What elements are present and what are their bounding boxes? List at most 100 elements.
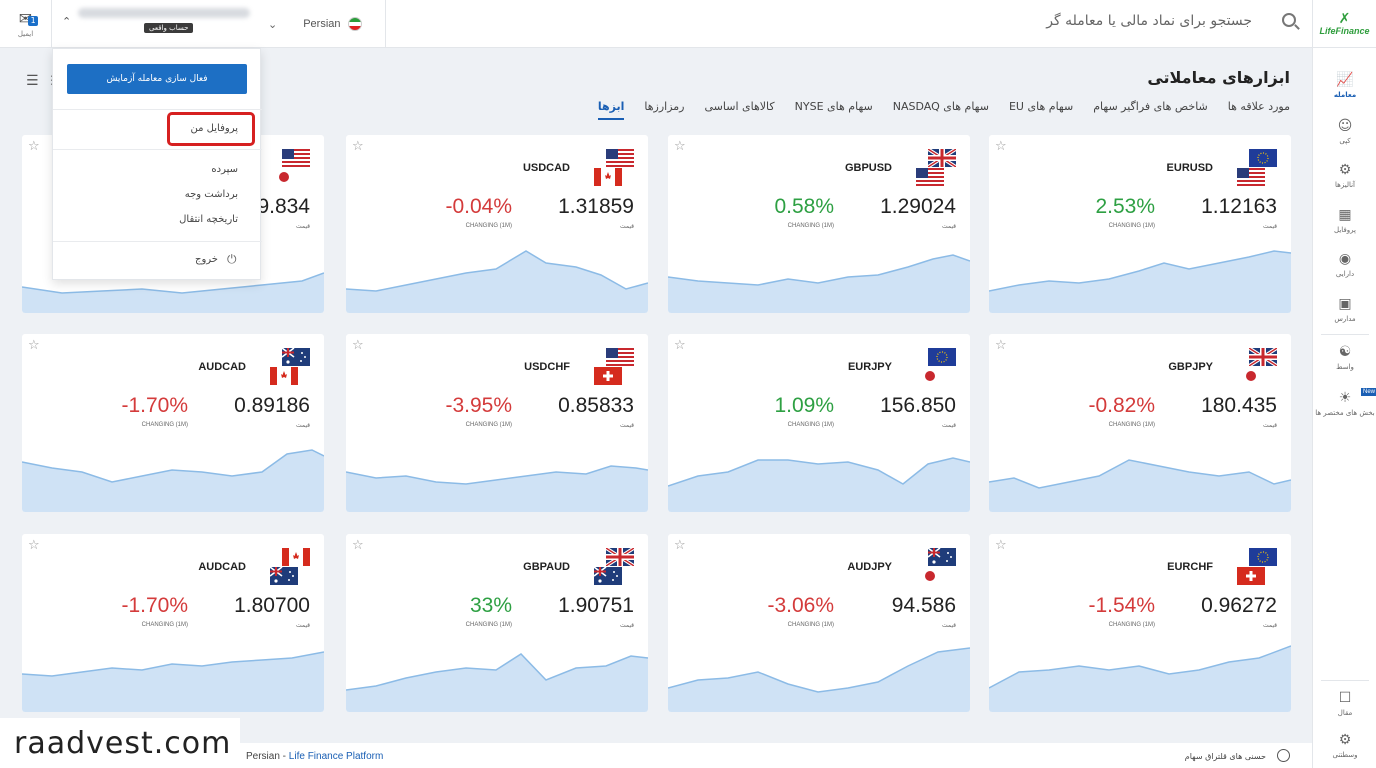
language-selector[interactable]: ⌄ Persian [262, 0, 386, 48]
account-type-badge: حساب واقعی [144, 23, 194, 33]
price-label: قیمت [295, 422, 310, 429]
instrument-card[interactable]: ☆ EURUSD 1.12163 قیمت 2.53% CHANGING (1M) [989, 135, 1291, 313]
menu-item-logout[interactable]: خروج [195, 254, 218, 265]
favorite-star-icon[interactable]: ☆ [352, 139, 364, 154]
tab-indices[interactable]: شاخص های فراگیر سهام [1093, 100, 1208, 113]
instrument-price: 1.80700 [234, 594, 310, 617]
iran-flag-icon [347, 17, 362, 31]
tab-nyse[interactable]: سهام های NYSE [794, 100, 873, 113]
favorite-star-icon[interactable]: ☆ [28, 538, 40, 553]
tab-nasdaq[interactable]: سهام های NASDAQ [892, 100, 989, 113]
instrument-change: 2.53% [1095, 195, 1155, 218]
notifications-button[interactable]: ✉ 1 ایمیل [0, 0, 52, 48]
instrument-card[interactable]: ☆ GBPAUD 1.90751 قیمت 33% CHANGING (1M) [346, 534, 648, 712]
change-label: CHANGING (1M) [465, 223, 512, 229]
sidebar-item-label: مدارس [1334, 315, 1356, 323]
sidebar-item-chat[interactable]: ☐ مقال [1313, 690, 1376, 718]
favorite-star-icon[interactable]: ☆ [674, 538, 686, 553]
instrument-symbol: GBPJPY [1168, 361, 1213, 373]
globe-icon[interactable] [1277, 749, 1290, 762]
sparkline-line [346, 465, 648, 485]
sparkline-line [989, 250, 1291, 292]
instrument-change: -3.06% [767, 594, 834, 617]
instrument-card[interactable]: ☆ USDCHF 0.85833 قیمت -3.95% CHANGING (1M) [346, 334, 648, 512]
handshake-icon: ☯ [1338, 344, 1352, 360]
instrument-price: 180.435 [1201, 394, 1277, 417]
flag-au-icon [269, 566, 298, 585]
instrument-card[interactable]: ☆ EURJPY 156.850 قیمت 1.09% CHANGING (1M) [668, 334, 970, 512]
footer-language[interactable]: Persian [246, 751, 280, 762]
sidebar-item-trade[interactable]: 📈 معامله [1313, 72, 1376, 100]
sidebar-item-settings[interactable]: ⚙ وسطتنی [1313, 732, 1376, 760]
instrument-change: -1.70% [121, 394, 188, 417]
tab-commodities[interactable]: کالاهای اساسی [704, 100, 775, 113]
search-input[interactable]: جستجو برای نماد مالی یا معامله گر [1046, 13, 1252, 29]
new-badge: New [1360, 388, 1376, 396]
sparkline-area [668, 648, 970, 712]
menu-item-profile[interactable]: پروفایل من [190, 123, 238, 134]
account-selector[interactable]: ⌃ حساب واقعی [52, 0, 262, 48]
favorite-star-icon[interactable]: ☆ [674, 338, 686, 353]
sidebar-item-analysis[interactable]: ⚙ آنالیزها [1313, 162, 1376, 190]
instrument-card[interactable]: ☆ EURCHF 0.96272 قیمت -1.54% CHANGING (1M) [989, 534, 1291, 712]
change-label: CHANGING (1M) [1108, 622, 1155, 628]
sidebar-item-assets[interactable]: ◉ دارایی [1313, 251, 1376, 279]
account-dropdown-menu: فعال سازی معامله آزمایش پروفایل من سپرده… [52, 48, 262, 280]
sidebar-item-schools[interactable]: ▣ مدارس [1313, 296, 1376, 324]
price-label: قیمت [941, 422, 956, 429]
sparkline-line [346, 653, 648, 691]
footer-right-text[interactable]: حسنی های قلتراق سهام [1184, 752, 1266, 761]
flag-jp-icon [270, 168, 298, 186]
price-label: قیمت [941, 223, 956, 230]
instrument-change: 33% [469, 594, 512, 617]
sidebar-item-profile[interactable]: ▦ پروفایل [1313, 207, 1376, 235]
sidebar-item-label: مقال [1337, 709, 1353, 717]
menu-item-withdraw[interactable]: برداشت وجه [184, 189, 238, 200]
instrument-card[interactable]: ☆ GBPUSD 1.29024 قیمت 0.58% CHANGING (1M) [668, 135, 970, 313]
instrument-symbol: AUDCAD [198, 561, 246, 573]
instrument-card[interactable]: ☆ AUDJPY 94.586 قیمت -3.06% CHANGING (1M) [668, 534, 970, 712]
sidebar-item-label: کپی [1339, 137, 1351, 145]
favorite-star-icon[interactable]: ☆ [674, 139, 686, 154]
search-icon[interactable] [1282, 13, 1296, 27]
tab-crypto[interactable]: رمزارزها [644, 100, 685, 113]
sparkline-area [989, 460, 1291, 512]
top-bar: ✉ 1 ایمیل ⌃ حساب واقعی ⌄ Persian جستجو بر… [0, 0, 1312, 48]
footer-platform-link[interactable]: Life Finance Platform [288, 751, 384, 762]
sparkline-chart [989, 645, 1291, 712]
favorite-star-icon[interactable]: ☆ [28, 338, 40, 353]
favorite-star-icon[interactable]: ☆ [352, 338, 364, 353]
favorite-star-icon[interactable]: ☆ [995, 139, 1007, 154]
menu-item-deposit[interactable]: سپرده [211, 164, 238, 175]
instrument-symbol: USDCAD [522, 162, 570, 174]
instrument-card[interactable]: ☆ GBPJPY 180.435 قیمت -0.82% CHANGING (1M) [989, 334, 1291, 512]
favorite-star-icon[interactable]: ☆ [352, 538, 364, 553]
instrument-symbol: EURUSD [1166, 162, 1213, 174]
menu-item-transfer-history[interactable]: تاریخچه انتقال [179, 214, 238, 225]
instrument-card[interactable]: ☆ AUDCAD 0.89186 قیمت -1.70% CHANGING (1M) [22, 334, 324, 512]
instrument-card[interactable]: ☆ AUDCAD 1.80700 قیمت -1.70% CHANGING (1M) [22, 534, 324, 712]
gear-icon: ⚙ [1338, 732, 1352, 748]
favorite-star-icon[interactable]: ☆ [995, 538, 1007, 553]
favorite-star-icon[interactable]: ☆ [28, 139, 40, 154]
sparkline-line [346, 250, 648, 292]
change-label: CHANGING (1M) [1108, 422, 1155, 428]
list-view-icon[interactable]: ☰ [26, 73, 39, 89]
favorite-star-icon[interactable]: ☆ [995, 338, 1007, 353]
instrument-card[interactable]: ☆ USDCAD 1.31859 قیمت -0.04% CHANGING (1M) [346, 135, 648, 313]
sidebar-item-label: آنالیزها [1335, 181, 1355, 189]
activate-demo-button[interactable]: فعال سازی معامله آزمایش [67, 64, 247, 94]
sidebar-item-copy[interactable]: ☺ کپی [1313, 118, 1376, 146]
sparkline-area [22, 450, 324, 512]
sidebar-item-sections[interactable]: New ☀ بخش های مختصر ها [1313, 388, 1376, 418]
watermark-text: raadvest.com [0, 718, 240, 768]
page-title: ابزارهای معاملاتی [1147, 68, 1290, 87]
tab-forex[interactable]: ابزها [597, 100, 625, 120]
tab-favorites[interactable]: مورد علاقه ها [1227, 100, 1290, 113]
flag-ca-icon [594, 168, 622, 186]
instrument-symbol: GBPAUD [523, 561, 570, 573]
sidebar-item-broker[interactable]: ☯ واسط [1313, 344, 1376, 372]
instrument-change: -0.04% [445, 195, 512, 218]
tab-eu-stocks[interactable]: سهام های EU [1008, 100, 1074, 113]
lifefinance-logo[interactable]: ✗ LifeFinance [1313, 0, 1376, 48]
